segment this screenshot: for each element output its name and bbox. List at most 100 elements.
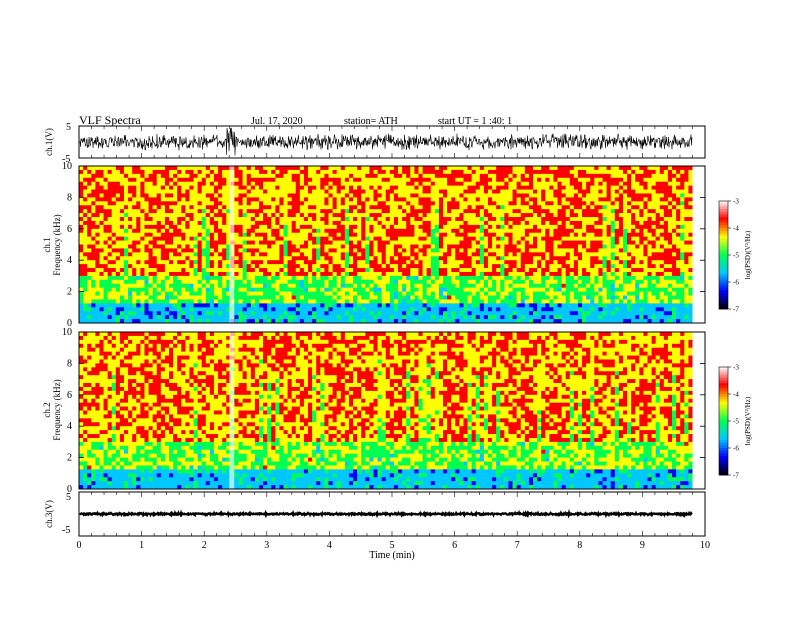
ch1-spectrogram-cell: [472, 296, 476, 300]
ch1-spectrogram-cell: [451, 205, 455, 209]
ch1-spectrogram-cell: [304, 237, 308, 241]
ch1-spectrogram-cell: [468, 272, 472, 276]
ch1-spectrogram-cell: [427, 178, 431, 182]
ch1-spectrogram-cell: [296, 272, 300, 276]
ch1-spectrogram-cell: [243, 166, 247, 170]
ch1-spectrogram-cell: [173, 260, 177, 264]
ch1-spectrogram-cell: [161, 237, 165, 241]
ch1-spectrogram-cell: [378, 182, 382, 186]
ch1-spectrogram-cell: [312, 233, 316, 237]
ch1-spectrogram-cell: [553, 233, 557, 237]
ch1-spectrogram-cell: [423, 296, 427, 300]
ch1-spectrogram-cell: [484, 296, 488, 300]
ch1-spectrogram-cell: [181, 268, 185, 272]
ch1-spectrogram-cell: [239, 311, 243, 315]
ch1-spectrogram-cell: [300, 225, 304, 229]
ch1-spectrogram-cell: [173, 193, 177, 197]
ch1-spectrogram-cell: [189, 229, 193, 233]
ch1-spectrogram-cell: [492, 174, 496, 178]
ch1-spectrogram-cell: [267, 245, 271, 249]
ch1-spectrogram-cell: [390, 272, 394, 276]
ch1-spectrogram-cell: [488, 307, 492, 311]
ch1-spectrogram-cell: [443, 307, 447, 311]
ch1-spectrogram-cell: [153, 299, 157, 303]
ch1-spectrogram-cell: [574, 284, 578, 288]
ch1-spectrogram-cell: [549, 174, 553, 178]
ch1-spectrogram-cell: [234, 315, 238, 319]
ch1-spectrogram-cell: [349, 248, 353, 252]
ch1-spectrogram-cell: [521, 311, 525, 315]
ch1-spectrogram-cell: [275, 170, 279, 174]
ch1-spectrogram-cell: [357, 268, 361, 272]
ch1-spectrogram-cell: [140, 241, 144, 245]
ch1-spectrogram-cell: [484, 268, 488, 272]
ch1-spectrogram-cell: [574, 197, 578, 201]
ch1-spectrogram-cell: [279, 178, 283, 182]
ch1-spectrogram-cell: [402, 217, 406, 221]
ch1-spectrogram-cell: [529, 201, 533, 205]
ch1-spectrogram-cell: [198, 225, 202, 229]
ch1-spectrogram-cell: [173, 205, 177, 209]
ch1-spectrogram-cell: [472, 174, 476, 178]
ch1-spectrogram-cell: [333, 299, 337, 303]
ch1-spectrogram-cell: [271, 190, 275, 194]
ch1-spectrogram-cell: [398, 170, 402, 174]
ch1-spectrogram-cell: [99, 303, 103, 307]
ch1-spectrogram-cell: [382, 237, 386, 241]
ch1-spectrogram-cell: [541, 197, 545, 201]
ch1-spectrogram-cell: [136, 252, 140, 256]
ch1-spectrogram-cell: [353, 174, 357, 178]
ch1-spectrogram-cell: [431, 193, 435, 197]
ch1-spectrogram-cell: [328, 213, 332, 217]
ch1-spectrogram-cell: [333, 268, 337, 272]
ch1-spectrogram-cell: [214, 201, 218, 205]
ch1-spectrogram-cell: [202, 201, 206, 205]
ch1-spectrogram-cell: [153, 260, 157, 264]
ch1-spectrogram-cell: [263, 256, 267, 260]
ch1-spectrogram-cell: [353, 217, 357, 221]
ch1-spectrogram-cell: [271, 264, 275, 268]
ch1-spectrogram-cell: [316, 166, 320, 170]
ch1-spectrogram-cell: [373, 303, 377, 307]
ch1-spectrogram-cell: [345, 248, 349, 252]
ch1-spectrogram-cell: [239, 256, 243, 260]
ch1-spectrogram-cell: [476, 166, 480, 170]
ch1-spectrogram-cell: [202, 186, 206, 190]
ch1-spectrogram-cell: [500, 178, 504, 182]
ch1-spectrogram-cell: [361, 268, 365, 272]
ch1-spectrogram-cell: [202, 233, 206, 237]
ch1-spectrogram-cell: [418, 166, 422, 170]
ch1-spectrogram-cell: [508, 284, 512, 288]
ch1-spectrogram-cell: [255, 284, 259, 288]
ch1-spectrogram-cell: [185, 256, 189, 260]
ch1-spectrogram-cell: [558, 248, 562, 252]
ch1-spectrogram-cell: [210, 299, 214, 303]
ch1-spectrogram-cell: [513, 209, 517, 213]
ch1-spectrogram-cell: [398, 311, 402, 315]
ch1-spectrogram-cell: [87, 264, 91, 268]
ch1-spectrogram-cell: [443, 315, 447, 319]
ch1-spectrogram-cell: [91, 260, 95, 264]
ch1-spectrogram-cell: [386, 292, 390, 296]
ch1-spectrogram-cell: [95, 197, 99, 201]
ch1-spectrogram-cell: [574, 292, 578, 296]
ch1-spectrogram-cell: [361, 299, 365, 303]
ch1-spectrogram-cell: [194, 311, 198, 315]
ch1-spectrogram-cell: [328, 299, 332, 303]
ch1-spectrogram-cell: [206, 166, 210, 170]
ch1-spectrogram-cell: [488, 256, 492, 260]
ch1-spectrogram-cell: [353, 201, 357, 205]
ch1-spectrogram-cell: [357, 311, 361, 315]
ch1-spectrogram-cell: [79, 292, 83, 296]
ch1-spectrogram-cell: [161, 256, 165, 260]
ch1-spectrogram-cell: [128, 245, 132, 249]
ch1-spectrogram-cell: [202, 272, 206, 276]
ch1-spectrogram-cell: [214, 178, 218, 182]
ch1-spectrogram-cell: [537, 248, 541, 252]
ch1-spectrogram-cell: [369, 201, 373, 205]
ch1-spectrogram-cell: [508, 170, 512, 174]
ch1-spectrogram-cell: [566, 193, 570, 197]
ch1-spectrogram-cell: [439, 190, 443, 194]
ch1-spectrogram-cell: [153, 288, 157, 292]
ch1-spectrogram-cell: [288, 182, 292, 186]
